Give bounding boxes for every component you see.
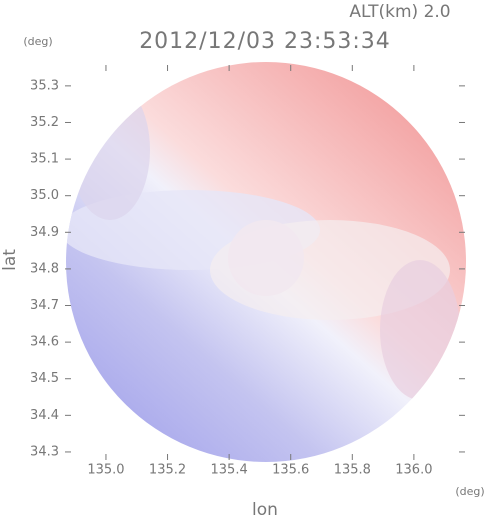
y-tick-label: 34.4 [30, 408, 59, 423]
y-tick-label: 34.6 [30, 335, 59, 350]
y-tick-label: 35.3 [30, 78, 59, 93]
annotation: ALT(km) 2.0 [349, 2, 450, 22]
chart-title: 2012/12/03 23:53:34 [139, 29, 391, 54]
y-tick-label: 34.5 [30, 371, 59, 386]
x-tick-label: 136.0 [395, 463, 432, 478]
x-tick-label: 135.0 [87, 463, 124, 478]
y-tick-label: 34.3 [30, 444, 59, 459]
y-tick-label: 35.1 [30, 152, 59, 167]
y-tick-label: 34.7 [30, 298, 59, 313]
x-tick-label: 135.4 [211, 463, 248, 478]
x-axis-label: lon [252, 500, 278, 520]
y-tick-label: 35.2 [30, 115, 59, 130]
x-tick-label: 135.2 [149, 463, 186, 478]
radar-field [66, 62, 466, 462]
x-tick-label: 135.6 [272, 463, 309, 478]
y-tick-label: 34.9 [30, 225, 59, 240]
y-tick-label: 35.0 [30, 188, 59, 203]
y-unit: (deg) [23, 35, 52, 48]
x-unit: (deg) [455, 485, 484, 498]
y-axis-label: lat [0, 249, 20, 271]
y-tick-label: 34.8 [30, 261, 59, 276]
x-tick-label: 135.8 [334, 463, 371, 478]
